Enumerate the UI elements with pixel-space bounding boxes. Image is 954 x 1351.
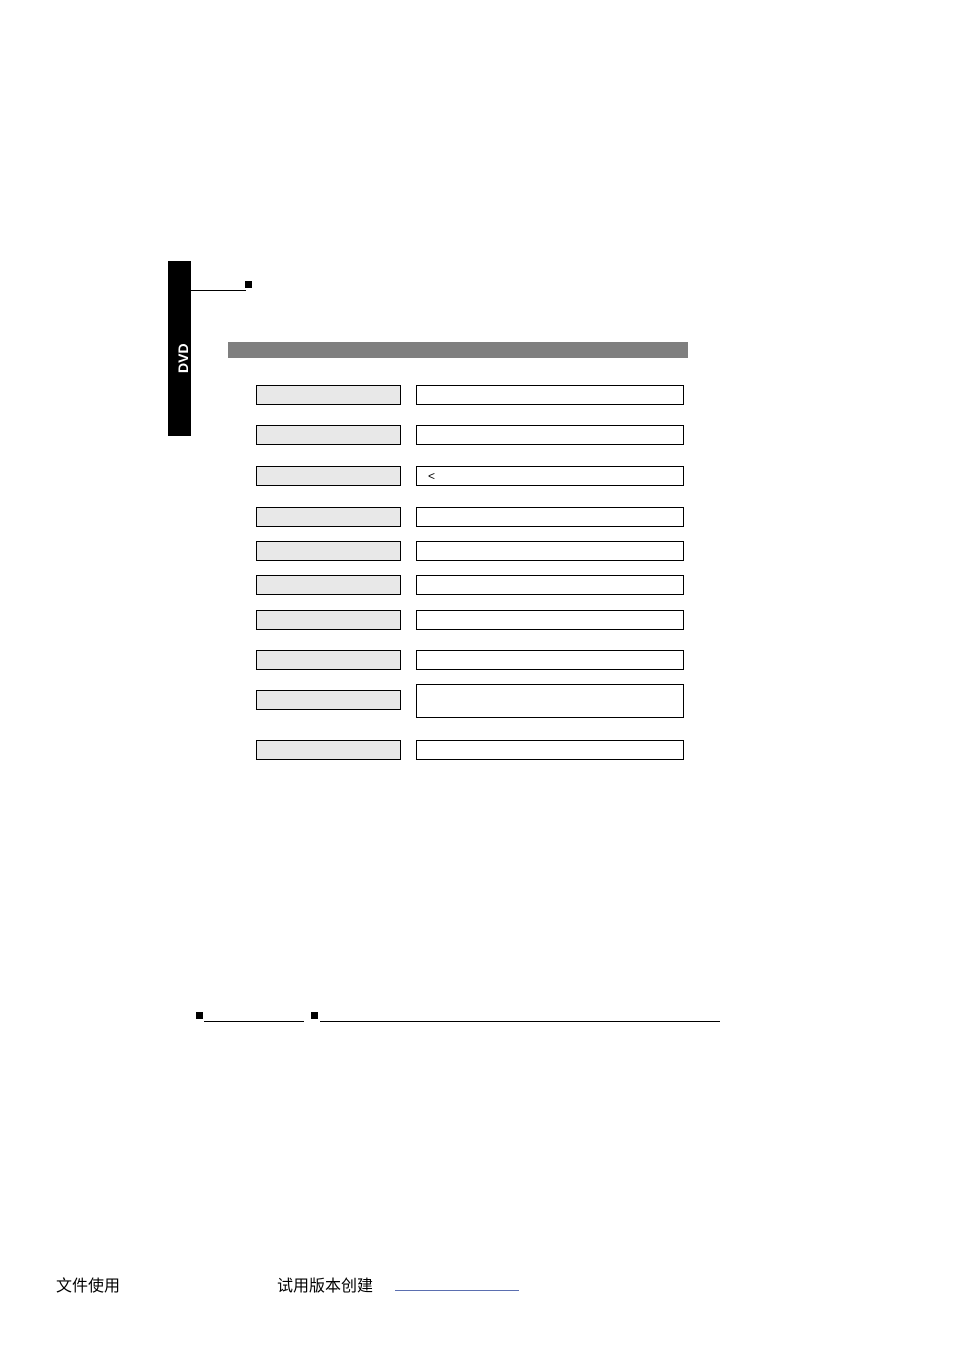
footer-link-underline xyxy=(395,1290,519,1291)
rule-line xyxy=(320,1021,720,1022)
spec-value-cell xyxy=(416,425,684,445)
spec-label-cell xyxy=(256,425,401,445)
footer-mid-text: 试用版本创建 xyxy=(277,1272,373,1296)
spec-label-cell xyxy=(256,575,401,595)
spec-value-cell xyxy=(416,466,684,486)
spec-value-cell xyxy=(416,385,684,405)
spec-value-cell xyxy=(416,610,684,630)
spec-label-cell xyxy=(256,385,401,405)
rule-line xyxy=(204,1021,304,1022)
side-tab-label: DVD xyxy=(168,261,191,436)
spec-label-cell xyxy=(256,466,401,486)
spec-value-cell xyxy=(416,740,684,760)
caret-icon: < xyxy=(428,469,435,483)
spec-value-cell xyxy=(416,650,684,670)
rule-line xyxy=(191,290,246,291)
bullet-icon xyxy=(245,281,252,288)
bullet-icon xyxy=(196,1012,203,1019)
spec-label-cell xyxy=(256,610,401,630)
spec-value-cell xyxy=(416,507,684,527)
bullet-icon xyxy=(311,1012,318,1019)
footer-left-text: 文件使用 xyxy=(56,1272,120,1296)
spec-label-cell xyxy=(256,690,401,710)
spec-label-cell xyxy=(256,740,401,760)
section-band xyxy=(228,342,688,358)
spec-label-cell xyxy=(256,650,401,670)
spec-label-cell xyxy=(256,507,401,527)
spec-value-cell xyxy=(416,684,684,718)
page-root: DVD < 文件使用 试用版本创建 xyxy=(0,0,954,1351)
spec-value-cell xyxy=(416,575,684,595)
spec-value-cell xyxy=(416,541,684,561)
spec-label-cell xyxy=(256,541,401,561)
